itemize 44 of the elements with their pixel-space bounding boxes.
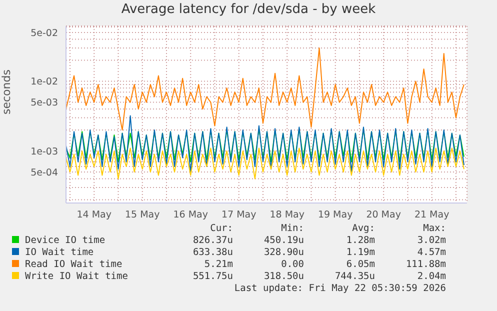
line-series [66,148,464,180]
y-axis-title: seconds [0,69,13,114]
x-tick-label: 21 May [414,210,450,221]
text: 450.19u [262,235,304,247]
text: 551.75u [192,271,233,283]
text: Last update: Fri May 22 05:30:59 2026 [233,283,446,295]
legend-label: Device IO time [24,235,106,247]
chart-title: Average latency for /dev/sda - by week [120,2,377,17]
text: 5.21m [203,259,233,271]
text: Cur: [209,223,233,235]
x-tick-label: 16 May [173,210,208,221]
x-tick-label: 18 May [270,210,305,221]
x-tick-label: 20 May [366,210,402,221]
y-tick-label: 1e-03 [30,146,58,158]
legend-label: Write IO Wait time [24,271,129,283]
text: Min: [280,223,304,235]
x-tick-label: 14 May [76,210,112,221]
text: Avg: [351,223,375,235]
y-tick-label: 5e-03 [30,98,58,109]
x-tick-label: 19 May [318,210,354,221]
y-tick-label: 5e-02 [30,28,58,39]
legend-label: Read IO Wait time [24,259,124,271]
text: 6.05m [345,259,375,271]
text: Max: [422,223,446,235]
text: 4.57m [416,247,446,259]
legend-label: IO Wait time [24,247,95,259]
y-tick-label: 5e-04 [30,167,58,178]
text: 3.02m [416,235,446,247]
x-tick-label: 15 May [125,210,160,221]
line-series [66,47,464,131]
text: 111.88m [404,259,446,271]
line-series [66,128,464,162]
y-tick-label: 1e-02 [30,76,58,88]
line-series [66,115,464,173]
x-tick-label: 17 May [221,210,257,221]
text: 0.00 [280,259,304,271]
text: 633.38u [192,247,233,259]
text: 318.50u [262,271,304,283]
text: 826.37u [192,235,233,247]
text: 1.19m [345,247,375,259]
text: 2.04m [416,271,446,283]
text: 744.35u [334,271,375,283]
text: 328.90u [262,247,304,259]
text: 1.28m [345,235,375,247]
